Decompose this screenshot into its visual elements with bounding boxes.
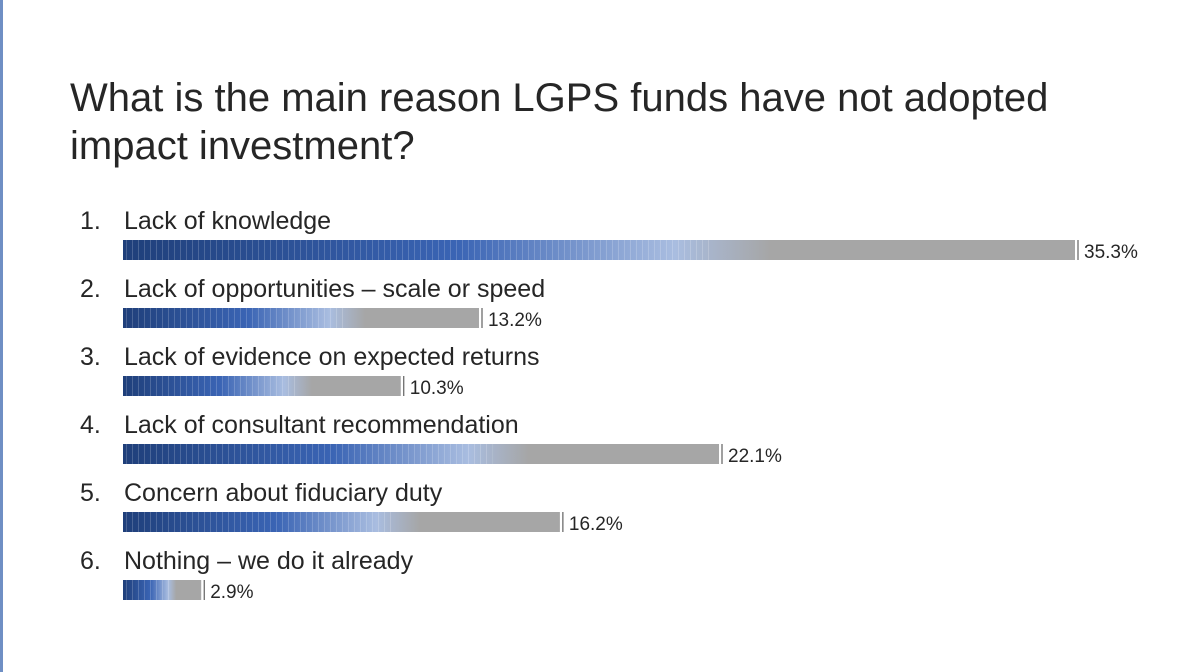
category-text: Lack of evidence on expected returns [124, 343, 540, 371]
category-label: 6. Nothing – we do it already [80, 546, 413, 576]
bar-texture [123, 308, 344, 328]
category-label: 1. Lack of knowledge [80, 206, 331, 236]
category-number: 4. [80, 411, 101, 439]
category-number: 1. [80, 207, 101, 235]
bar-texture [123, 580, 172, 600]
bar-texture [123, 240, 714, 260]
bars-group [123, 240, 1079, 600]
chart-title: What is the main reason LGPS funds have … [70, 76, 1049, 168]
category-label: 4. Lack of consultant recommendation [80, 410, 519, 440]
category-number: 3. [80, 343, 101, 371]
left-accent-rule [0, 0, 3, 672]
bar-texture [123, 376, 296, 396]
category-label: 5. Concern about fiduciary duty [80, 478, 442, 508]
value-label: 2.9% [210, 582, 254, 603]
value-label: 35.3% [1084, 242, 1138, 263]
bar-texture [123, 444, 493, 464]
value-label: 10.3% [409, 378, 464, 399]
value-label: 13.2% [487, 310, 542, 331]
category-text: Lack of knowledge [124, 207, 332, 235]
category-text: Lack of opportunities – scale or speed [124, 275, 546, 303]
category-number: 5. [80, 479, 101, 507]
category-label: 3. Lack of evidence on expected returns [80, 342, 540, 372]
category-label: 2. Lack of opportunities – scale or speed [80, 274, 545, 304]
bar-texture [123, 512, 394, 532]
category-text: Nothing – we do it already [124, 547, 414, 575]
category-text: Concern about fiduciary duty [124, 479, 443, 507]
category-number: 6. [80, 547, 101, 575]
category-number: 2. [80, 275, 101, 303]
category-text: Lack of consultant recommendation [124, 411, 519, 439]
value-label: 16.2% [568, 514, 623, 535]
value-label: 22.1% [728, 446, 782, 467]
